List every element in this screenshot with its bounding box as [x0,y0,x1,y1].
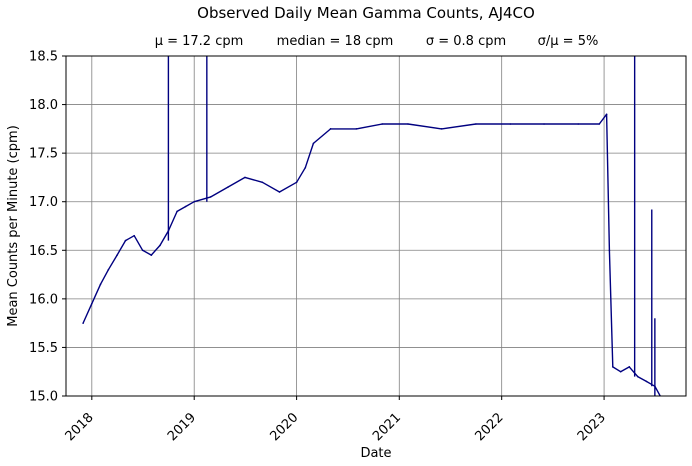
data-point [329,128,332,130]
x-axis-label: Date [360,446,391,461]
chart-title: Observed Daily Mean Gamma Counts, AJ4CO [197,4,535,22]
data-point [509,123,512,125]
data-point [440,128,443,130]
plot-frame [65,55,687,397]
y-axis-label: Mean Counts per Minute (cpm) [6,125,21,327]
data-point [176,210,178,213]
stat-sigma: σ = 0.8 cpm [426,34,506,49]
data-point [261,181,264,184]
x-tick-label: 2022 [473,410,507,444]
series-line [82,113,661,396]
y-tick-label: 15.0 [29,390,58,405]
stat-mean: μ = 17.2 cpm [155,34,244,49]
data-point [91,302,93,305]
data-point [150,254,153,256]
data-point [141,249,144,252]
data-point [159,244,161,247]
data-point [605,113,608,116]
data-point [598,123,601,125]
y-tick-label: 17.5 [29,147,58,162]
x-tick-label: 2021 [370,410,404,444]
y-tick-label: 18.5 [29,50,58,65]
data-point [608,249,611,252]
x-tick-label: 2018 [63,410,97,444]
x-tick-label: 2023 [575,410,609,444]
data-point [577,123,580,125]
data-point [278,191,281,193]
grid-lines [66,55,686,397]
data-point [628,366,631,368]
data-point [227,186,229,188]
data-point [99,283,102,286]
stat-ratio: σ/μ = 5% [538,34,599,49]
y-axis: 15.0 15.5 16.0 16.5 17.0 17.5 18.0 18.5 [29,50,66,405]
data-point [107,268,110,271]
data-point [312,142,315,145]
data-point [355,128,358,130]
data-point [82,322,84,324]
x-tick-label: 2020 [267,410,301,444]
data-point [295,181,298,184]
plot-area [82,56,661,396]
data-point [193,200,196,203]
x-tick-label: 2019 [165,410,199,444]
x-axis: 2018 2019 2020 2021 2022 2023 [63,396,609,444]
data-point [184,205,187,208]
data-point [543,123,545,125]
y-tick-label: 17.0 [29,195,58,210]
data-point [116,254,118,256]
data-point [133,234,135,237]
data-point [636,375,639,378]
y-tick-label: 16.5 [29,244,58,259]
y-tick-label: 18.0 [29,98,58,113]
data-point [611,366,614,368]
data-point [304,166,307,169]
data-point [124,239,127,242]
stat-median: median = 18 cpm [277,34,394,49]
y-tick-label: 16.0 [29,292,58,307]
data-point [407,123,409,125]
y-tick-label: 15.5 [29,341,58,356]
data-point [475,123,477,125]
data-point [645,380,648,383]
data-point [619,370,622,373]
data-point [209,196,212,198]
data-point [244,176,246,179]
data-point [381,123,383,125]
